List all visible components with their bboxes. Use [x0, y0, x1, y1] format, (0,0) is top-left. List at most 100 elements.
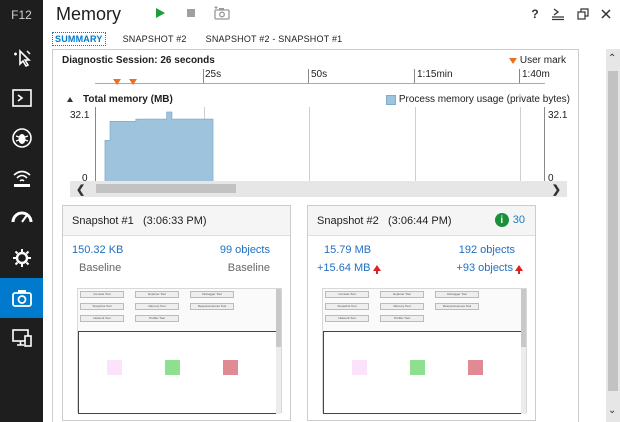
tab-snapshot-2[interactable]: SNAPSHOT #2: [122, 34, 187, 44]
thumb-button: Explorer Tool: [135, 291, 179, 298]
thumb-button: Console Tool: [325, 291, 369, 298]
page-scrollbar[interactable]: ⌃ ⌄: [606, 49, 620, 422]
heap-size-link[interactable]: 150.32 KB: [72, 244, 124, 256]
memory-chart-plot[interactable]: [95, 107, 545, 183]
performance-tab[interactable]: [0, 198, 43, 238]
stop-profiling-button[interactable]: [182, 4, 200, 22]
y-axis-max-left: 32.1: [70, 110, 90, 121]
memory-tabs: SUMMARY SNAPSHOT #2 SNAPSHOT #2 - SNAPSH…: [52, 32, 344, 46]
undock-icon: [577, 8, 589, 20]
memory-icon: [11, 290, 32, 307]
size-diff-link[interactable]: +15.64 MB: [317, 262, 381, 274]
grid-line: [415, 107, 416, 183]
start-profiling-button[interactable]: [151, 4, 169, 22]
thumb-square: [165, 360, 180, 375]
debugger-icon: [11, 128, 32, 148]
memory-tab[interactable]: [0, 278, 43, 318]
undock-button[interactable]: [575, 6, 591, 22]
memory-chart-title: Total memory (MB): [83, 94, 173, 105]
emulation-tab[interactable]: [0, 318, 43, 358]
increase-arrow-icon: [372, 265, 381, 274]
page-scroll-thumb[interactable]: [608, 71, 618, 391]
ruler-tick: [308, 69, 309, 83]
snapshot-name: Snapshot #1: [72, 215, 134, 227]
take-snapshot-button[interactable]: [213, 4, 231, 22]
snapshot-card-1[interactable]: Snapshot #1 (3:06:33 PM) 150.32 KB 99 ob…: [62, 205, 291, 421]
help-button[interactable]: ?: [531, 7, 539, 21]
page-title: Memory: [56, 3, 122, 24]
objects-count-link[interactable]: 99 objects: [219, 244, 270, 256]
user-mark-icon: [508, 57, 517, 64]
play-icon: [156, 8, 165, 18]
thumb-button: Debugger Tool: [190, 291, 234, 298]
user-mark-marker[interactable]: [129, 79, 137, 85]
thumb-square: [107, 360, 122, 375]
issues-count-link[interactable]: i 30: [494, 213, 525, 227]
user-mark-legend: User mark: [508, 55, 566, 66]
thumb-square: [410, 360, 425, 375]
thumb-button: Responsiveness Tool: [190, 303, 234, 310]
scroll-left-arrow[interactable]: ❮: [76, 184, 86, 196]
increase-arrow-icon: [515, 265, 523, 274]
ruler-tick: [414, 69, 415, 83]
close-button[interactable]: [598, 6, 614, 22]
dom-explorer-tab[interactable]: [0, 38, 43, 78]
objects-count-link[interactable]: 192 objects: [458, 244, 515, 256]
debugger-tab[interactable]: [0, 118, 43, 158]
thumb-square: [352, 360, 367, 375]
grid-line: [520, 107, 521, 183]
thumb-panel: [78, 331, 277, 414]
export-icon: [552, 8, 564, 21]
thumb-button: Memory Tool: [380, 303, 424, 310]
y-axis-min-right: 0: [548, 173, 554, 184]
snapshot-card-header: Snapshot #2 (3:06:44 PM) i 30: [308, 206, 535, 236]
heap-size-link[interactable]: 15.79 MB: [324, 244, 372, 256]
scroll-down-arrow[interactable]: ⌄: [608, 405, 617, 416]
thumb-button: Snapshot Tool: [80, 303, 124, 310]
memory-series-area: [104, 111, 214, 183]
ruler-label: 25s: [205, 69, 222, 80]
performance-icon: [11, 211, 32, 223]
scroll-right-arrow[interactable]: ❯: [551, 184, 561, 196]
console-tab[interactable]: [0, 78, 43, 118]
timeline-ruler[interactable]: 25s 50s 1:15min 1:40m: [95, 69, 550, 85]
snapshot-card-header: Snapshot #1 (3:06:33 PM): [63, 206, 290, 236]
session-duration: Diagnostic Session: 26 seconds: [62, 55, 215, 66]
info-icon: i: [494, 213, 509, 227]
thumb-button: Debugger Tool: [435, 291, 479, 298]
summary-panel: Diagnostic Session: 26 seconds User mark…: [52, 49, 579, 422]
user-mark-marker[interactable]: [113, 79, 121, 85]
scroll-up-arrow[interactable]: ⌃: [608, 53, 617, 64]
network-tab[interactable]: [0, 158, 43, 198]
ruler-label: 1:15min: [417, 69, 453, 80]
chart-legend: Process memory usage (private bytes): [385, 94, 570, 105]
ruler-tick: [203, 69, 204, 83]
memory-chart-header[interactable]: Total memory (MB): [67, 94, 173, 105]
thumb-square: [468, 360, 483, 375]
objects-baseline: Baseline: [227, 262, 270, 274]
tab-summary[interactable]: SUMMARY: [52, 32, 106, 46]
export-button[interactable]: [550, 6, 566, 22]
emulation-icon: [11, 329, 32, 347]
snapshot-screenshot: Console Tool Explorer Tool Debugger Tool…: [322, 288, 527, 414]
timeline-scroll-thumb[interactable]: [96, 184, 236, 193]
memory-area-chart: [104, 111, 214, 183]
objects-diff-link[interactable]: +93 objects: [456, 262, 523, 274]
console-icon: [11, 89, 32, 107]
issues-count: 30: [512, 214, 525, 226]
timeline-scrollbar[interactable]: ❮ ❯: [70, 181, 567, 197]
camera-icon: [214, 6, 230, 20]
ui-responsiveness-tab[interactable]: [0, 238, 43, 278]
thumb-button: Explorer Tool: [380, 291, 424, 298]
user-mark-label: User mark: [519, 55, 566, 66]
tab-snapshot-diff[interactable]: SNAPSHOT #2 - SNAPSHOT #1: [205, 34, 343, 44]
header-bar: Memory: [43, 0, 620, 28]
thumb-button: Responsiveness Tool: [435, 303, 479, 310]
network-icon: [12, 170, 31, 187]
y-axis-min-left: 0: [82, 173, 88, 184]
snapshot-name: Snapshot #2: [317, 215, 379, 227]
thumb-button: Profiler Tool: [380, 315, 424, 322]
size-diff-value: +15.64 MB: [317, 262, 371, 274]
dom-explorer-icon: [13, 49, 31, 68]
snapshot-card-2[interactable]: Snapshot #2 (3:06:44 PM) i 30 15.79 MB 1…: [307, 205, 536, 421]
